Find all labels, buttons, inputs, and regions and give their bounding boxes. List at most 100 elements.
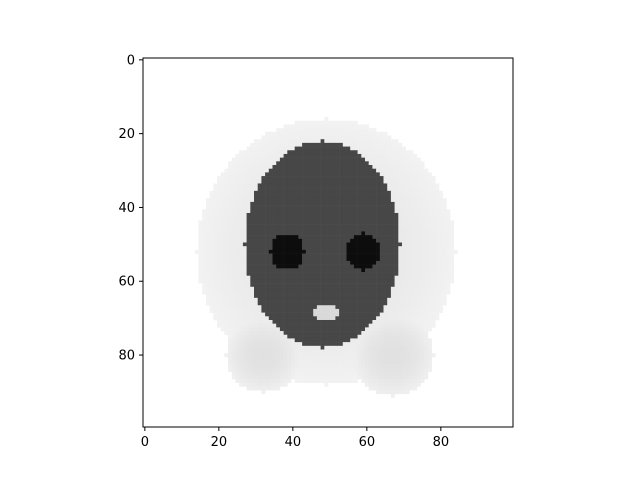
heatmap-cell xyxy=(231,201,236,206)
heatmap-cell xyxy=(291,334,295,339)
heatmap-cell xyxy=(228,305,233,310)
heatmap-cell xyxy=(328,275,332,280)
heatmap-cell xyxy=(439,272,443,277)
heatmap-cell xyxy=(361,375,366,380)
heatmap-cell xyxy=(357,201,362,206)
heatmap-cell xyxy=(331,249,336,254)
heatmap-cell xyxy=(294,353,299,358)
heatmap-cell xyxy=(246,187,251,192)
heatmap-cell xyxy=(442,286,447,291)
heatmap-cell xyxy=(291,319,295,324)
heatmap-cell xyxy=(316,165,321,169)
heatmap-cell xyxy=(257,290,262,295)
heatmap-cell xyxy=(405,275,410,280)
heatmap-cell xyxy=(328,249,332,254)
heatmap-cell xyxy=(353,176,358,181)
heatmap-cell xyxy=(287,165,292,169)
heatmap-cell xyxy=(342,286,347,291)
heatmap-cell xyxy=(302,198,307,203)
heatmap-cell xyxy=(335,268,340,273)
heatmap-cell xyxy=(446,283,451,288)
heatmap-cell xyxy=(268,327,273,332)
heatmap-cell xyxy=(242,342,247,347)
heatmap-cell xyxy=(250,334,255,339)
heatmap-cell xyxy=(331,272,336,277)
heatmap-cell xyxy=(305,260,310,265)
heatmap-cell xyxy=(376,286,381,291)
heatmap-cell xyxy=(439,305,443,310)
heatmap-cell xyxy=(261,272,266,277)
heatmap-cell xyxy=(302,327,307,332)
heatmap-cell xyxy=(231,375,236,380)
heatmap-cell xyxy=(254,316,258,321)
heatmap-cell xyxy=(424,231,429,236)
heatmap-cell xyxy=(402,216,406,221)
heatmap-cell xyxy=(361,305,366,310)
heatmap-cell xyxy=(268,205,273,210)
heatmap-cell xyxy=(313,294,318,299)
heatmap-cell xyxy=(435,212,440,217)
heatmap-cell xyxy=(294,150,299,155)
heatmap-cell xyxy=(394,220,399,225)
heatmap-cell xyxy=(250,264,255,269)
heatmap-cell xyxy=(324,150,329,155)
heatmap-cell xyxy=(209,249,214,254)
heatmap-cell xyxy=(283,308,288,313)
heatmap-cell xyxy=(346,319,351,324)
heatmap-cell xyxy=(379,227,384,232)
heatmap-cell xyxy=(302,235,307,240)
heatmap-cell xyxy=(427,268,432,273)
heatmap-cell xyxy=(379,334,384,339)
heatmap-cell xyxy=(328,220,332,225)
heatmap-cell xyxy=(365,275,369,280)
heatmap-cell xyxy=(372,294,377,299)
heatmap-cell xyxy=(346,142,351,147)
heatmap-cell xyxy=(305,316,310,321)
heatmap-cell xyxy=(353,260,358,265)
heatmap-cell xyxy=(316,120,321,125)
heatmap-cell xyxy=(291,246,295,251)
heatmap-cell xyxy=(328,364,332,369)
heatmap-cell xyxy=(376,331,381,336)
heatmap-cell xyxy=(413,198,418,203)
heatmap-cell xyxy=(309,198,314,203)
heatmap-cell xyxy=(365,356,369,361)
heatmap-cell xyxy=(402,353,406,358)
heatmap-cell xyxy=(394,275,399,280)
heatmap-cell xyxy=(239,312,244,317)
heatmap-cell xyxy=(242,201,247,206)
heatmap-cell xyxy=(205,235,210,240)
heatmap-cell xyxy=(235,297,240,302)
heatmap-cell xyxy=(279,172,284,177)
heatmap-cell xyxy=(320,201,325,206)
heatmap-cell xyxy=(276,323,281,328)
heatmap-cell xyxy=(242,319,247,324)
heatmap-cell xyxy=(276,176,281,181)
heatmap-cell xyxy=(376,290,381,295)
heatmap-cell xyxy=(442,275,447,280)
heatmap-cell xyxy=(339,201,344,206)
heatmap-cell xyxy=(220,198,225,203)
heatmap-cell xyxy=(416,275,421,280)
heatmap-cell xyxy=(339,150,344,155)
heatmap-cell xyxy=(228,294,233,299)
heatmap-cell xyxy=(365,323,369,328)
heatmap-cell xyxy=(372,272,377,277)
heatmap-cell xyxy=(279,201,284,206)
heatmap-cell xyxy=(231,157,236,162)
heatmap-cell xyxy=(328,334,332,339)
heatmap-cell xyxy=(446,264,451,269)
heatmap-cell xyxy=(387,308,392,313)
heatmap-cell xyxy=(239,319,244,324)
heatmap-cell xyxy=(316,327,321,332)
heatmap-cell xyxy=(231,187,236,192)
heatmap-cell xyxy=(353,205,358,210)
heatmap-cell xyxy=(383,227,388,232)
heatmap-cell xyxy=(387,260,392,265)
heatmap-cell xyxy=(339,349,344,354)
heatmap-cell xyxy=(346,165,351,169)
heatmap-cell xyxy=(376,279,381,284)
heatmap-cell xyxy=(291,360,295,365)
heatmap-cell xyxy=(376,209,381,214)
